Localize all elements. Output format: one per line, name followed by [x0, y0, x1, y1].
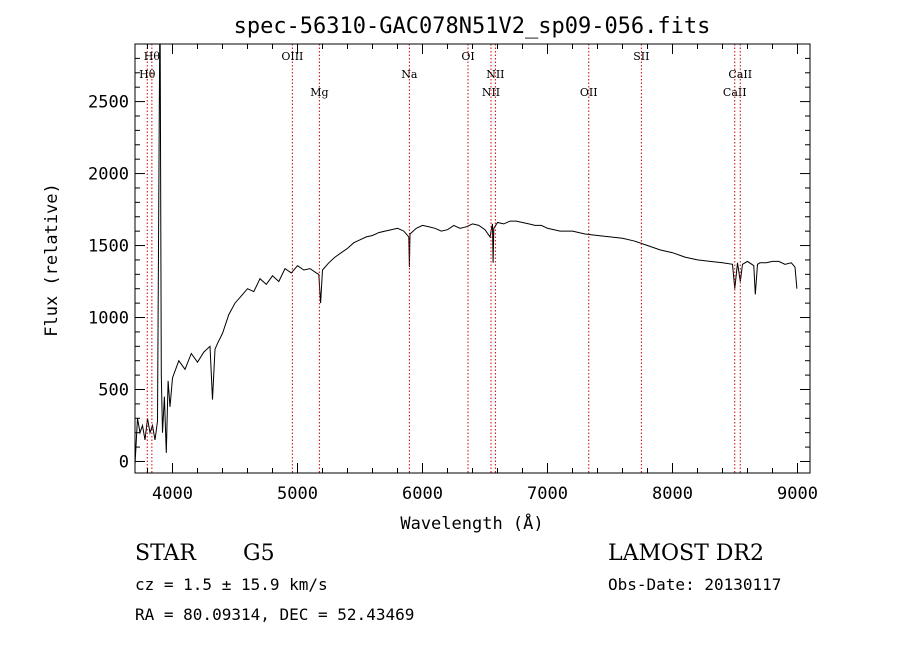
y-tick-label: 1500	[88, 237, 129, 257]
line-label-8: OII	[580, 86, 598, 99]
class-label: STAR	[135, 541, 197, 566]
x-tick-label: 4000	[152, 484, 193, 504]
y-tick-label: 500	[98, 381, 129, 401]
redshift-label: cz = 1.5 ± 15.9 km/s	[135, 575, 328, 594]
plot-frame	[134, 43, 811, 474]
axes: 4000 5000 6000 7000 8000 9000 0 500 1000 1500 2000…	[88, 43, 818, 504]
y-axis-label: Flux (relative)	[42, 183, 62, 337]
survey-label: LAMOST DR2	[608, 541, 764, 566]
line-label-2: OIII	[281, 50, 303, 63]
line-label-9: SII	[633, 50, 649, 63]
obs-date-label: Obs-Date: 20130117	[608, 575, 781, 594]
x-tick-label: 8000	[652, 484, 693, 504]
y-tick-label: 2500	[88, 93, 129, 113]
x-tick-label: 5000	[277, 484, 318, 504]
chart-title: spec-56310-GAC078N51V2_sp09-056.fits	[234, 14, 711, 39]
line-label-5: OI	[461, 50, 474, 63]
y-tick-label: 2000	[88, 165, 129, 185]
x-tick-label: 9000	[777, 484, 818, 504]
x-tick-label: 7000	[527, 484, 568, 504]
line-label-11: CaII	[728, 68, 752, 81]
line-label-7: NII	[486, 68, 504, 81]
line-label-3: Mg	[310, 86, 328, 99]
line-label-10: CaII	[723, 86, 747, 99]
x-axis-label: Wavelength (Å)	[400, 512, 543, 534]
line-label-4: Na	[401, 68, 418, 81]
x-tick-label: 6000	[402, 484, 443, 504]
line-label-0: Hθ	[139, 68, 156, 81]
y-tick-label: 1000	[88, 309, 129, 329]
plot-area	[135, 44, 798, 465]
line-label-1: Hθ	[144, 50, 161, 63]
emission-lines: Hθ Hθ OIII Mg Na OI NII NII OII SII CaII CaII	[139, 44, 752, 473]
y-tick-label: 0	[119, 452, 129, 472]
line-label-6: NII	[482, 86, 500, 99]
radec-label: RA = 80.09314, DEC = 52.43469	[135, 605, 414, 624]
spectrum-series-0	[135, 44, 798, 465]
subclass-label: G5	[243, 541, 275, 566]
